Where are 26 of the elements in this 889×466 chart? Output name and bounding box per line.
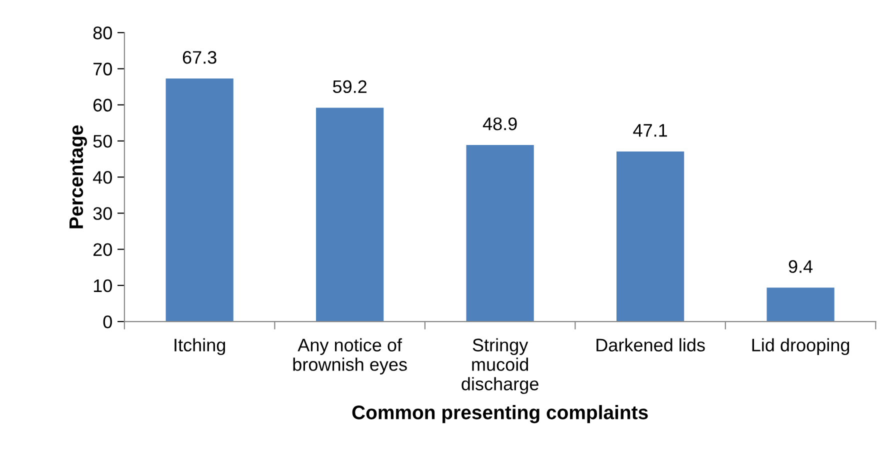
y-tick-label: 60 — [93, 98, 112, 112]
data-label: 9.4 — [788, 260, 813, 273]
data-label: 59.2 — [332, 80, 366, 94]
y-tick-label: 40 — [92, 171, 112, 184]
y-tick-label: 50 — [93, 134, 112, 148]
bar — [766, 288, 834, 322]
data-label: 67.3 — [182, 51, 216, 64]
data-label: 47.1 — [633, 124, 667, 137]
bar — [466, 144, 534, 322]
bar — [316, 108, 384, 322]
bar — [616, 151, 684, 322]
x-axis-title: Common presenting complaints — [352, 405, 648, 424]
x-tick-label: Itching — [174, 338, 226, 356]
x-tick-label: Any notice of brownish eyes — [293, 338, 407, 374]
y-tick-label: 70 — [94, 62, 112, 76]
bar — [166, 78, 234, 322]
y-tick-label: 0 — [103, 315, 112, 328]
y-tick-label: 80 — [93, 26, 112, 40]
data-label: 48.9 — [482, 117, 517, 130]
x-tick-label: Darkened lids — [596, 338, 705, 352]
x-tick-label: Lid drooping — [752, 338, 850, 356]
y-tick-label: 20 — [93, 243, 112, 256]
y-tick-label: 30 — [93, 207, 112, 220]
x-tick-label: Stringy mucoid discharge — [462, 338, 538, 394]
y-tick-label: 10 — [94, 279, 112, 292]
y-axis-title: Percentage — [70, 125, 88, 228]
